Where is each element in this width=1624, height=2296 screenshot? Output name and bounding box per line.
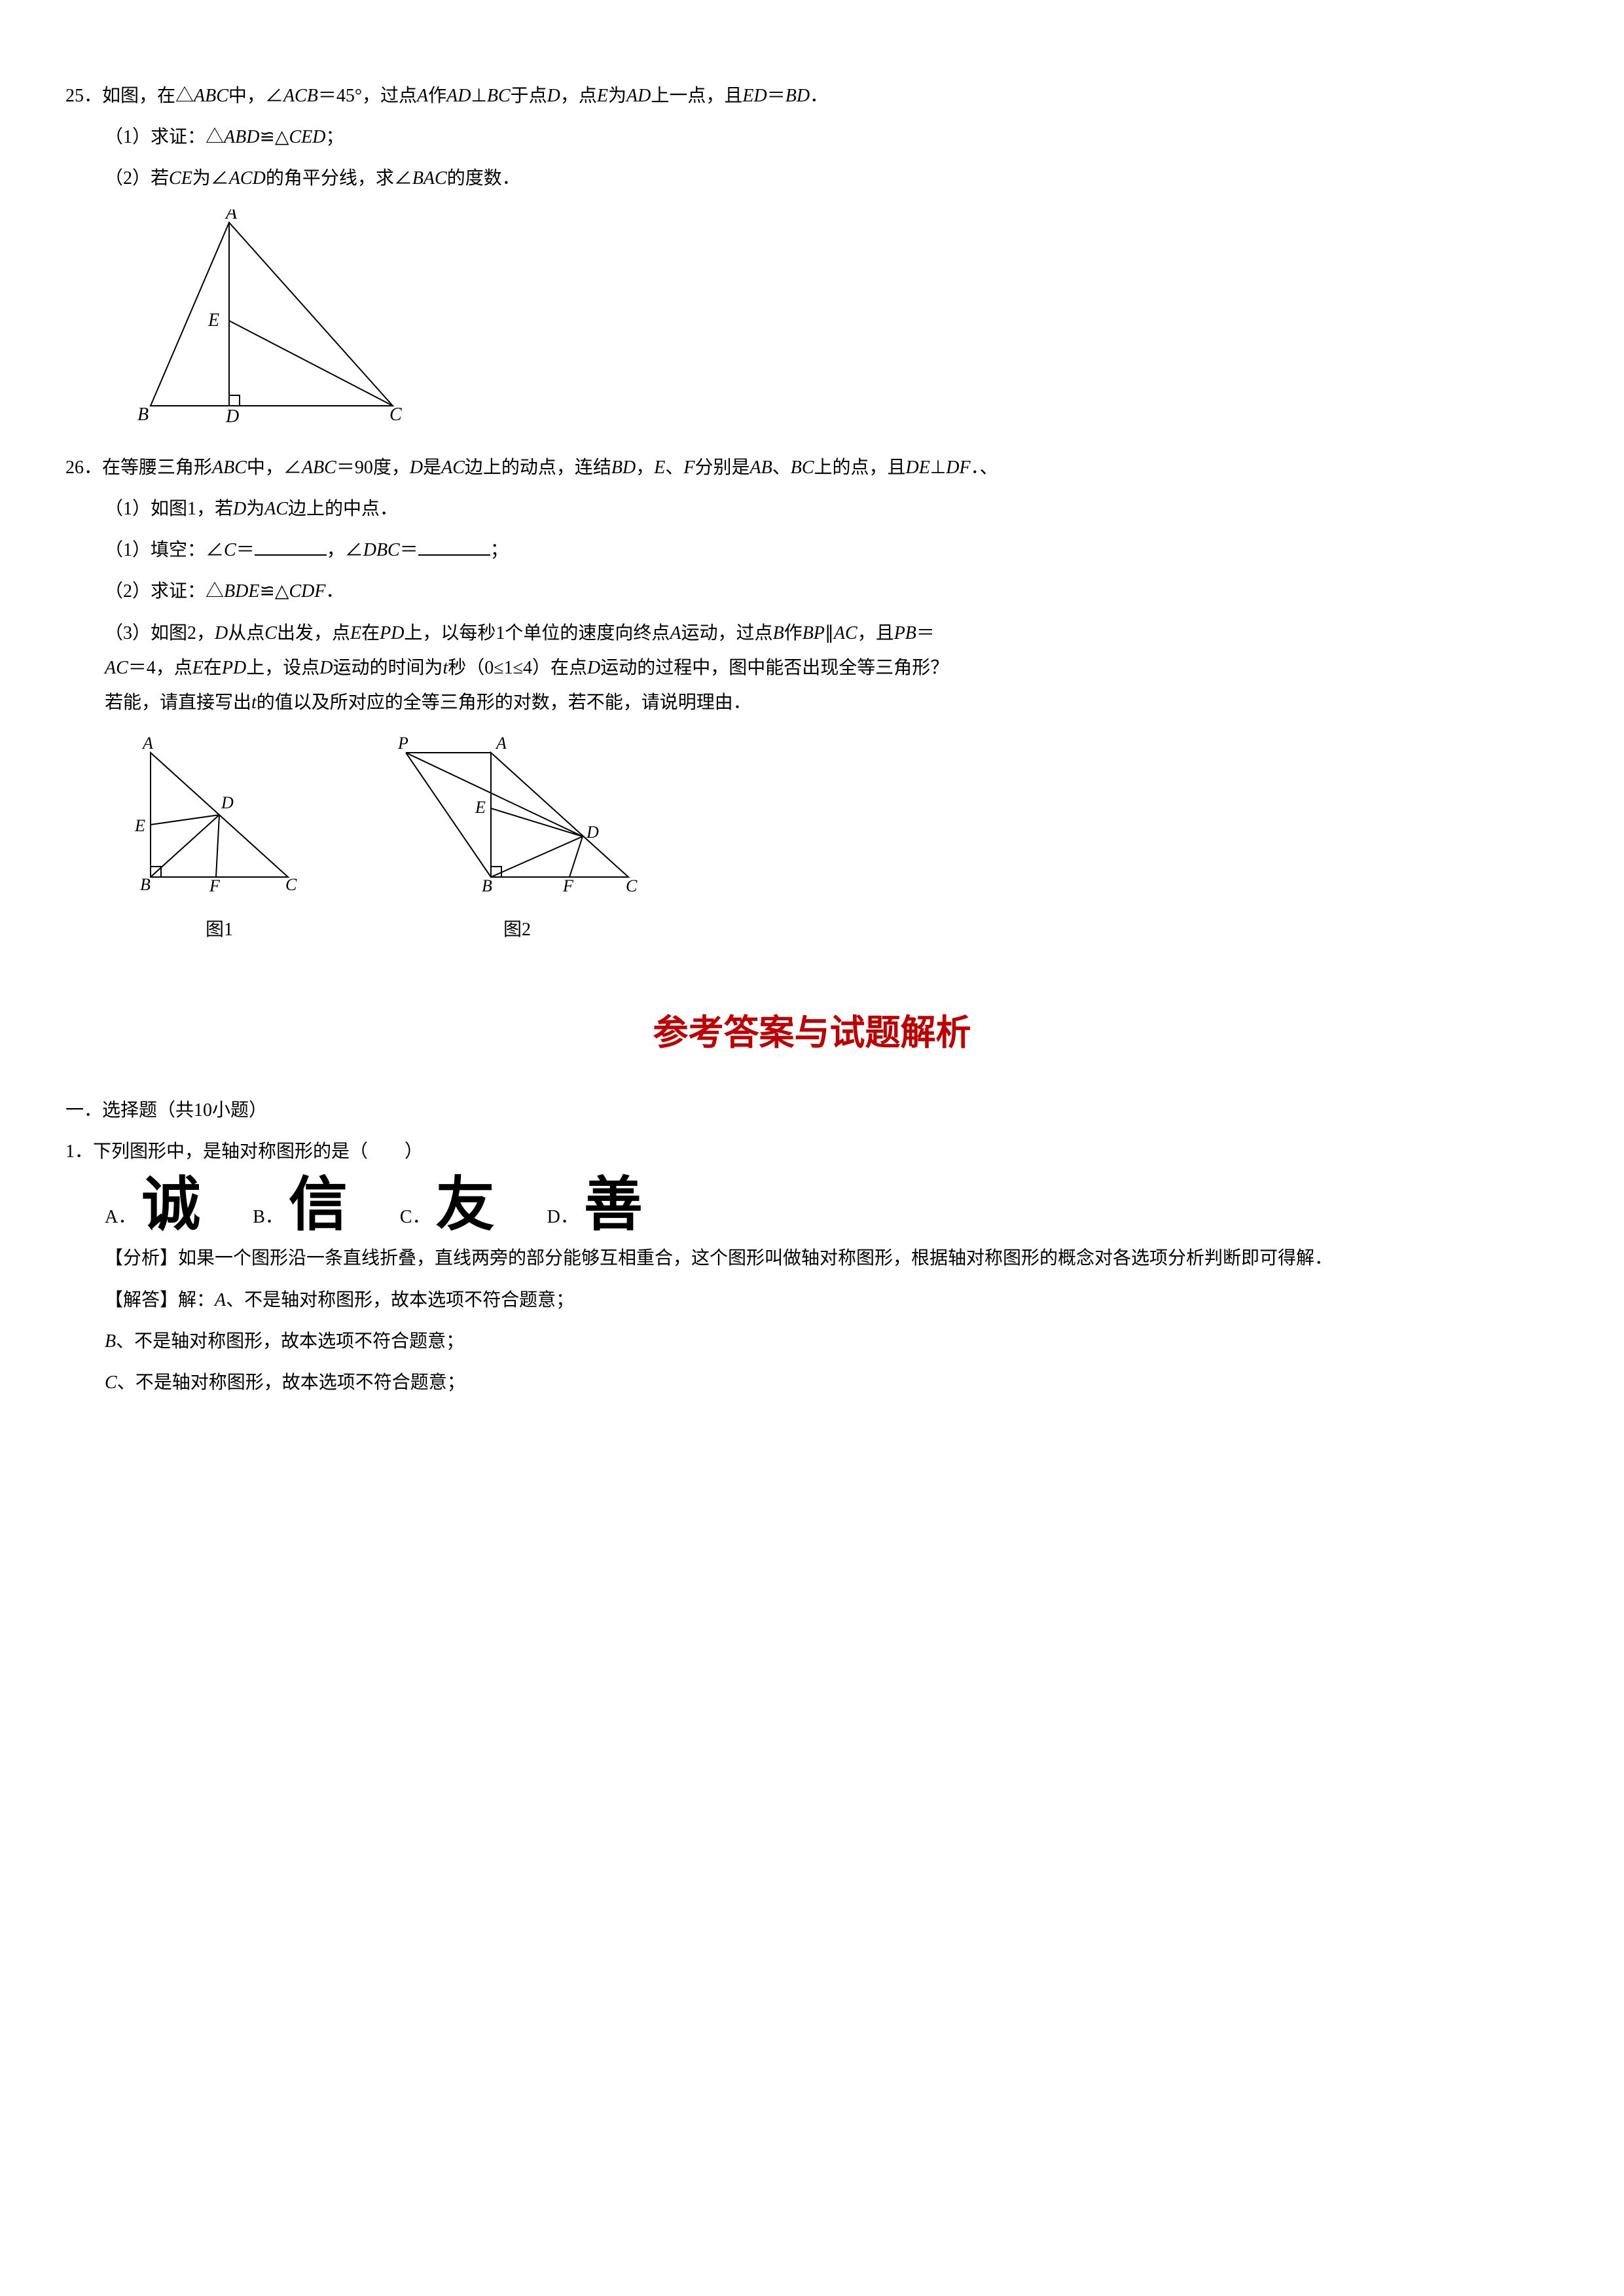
label-C: C xyxy=(389,404,402,425)
svg-text:F: F xyxy=(209,876,221,895)
q25-part2: （2）若CE为∠ACD的角平分线，求∠BAC的度数． xyxy=(105,161,1559,196)
q1-analysis: 【分析】如果一个图形沿一条直线折叠，直线两旁的部分能够互相重合，这个图形叫做轴对… xyxy=(105,1241,1559,1276)
blank-1[interactable] xyxy=(255,536,327,556)
option-A[interactable]: A．诚 xyxy=(105,1175,200,1234)
section-1: 一．选择题（共10小题） xyxy=(65,1093,1559,1128)
char-you: 友 xyxy=(436,1175,495,1234)
q1-answer-c: C、不是轴对称图形，故本选项不符合题意； xyxy=(105,1365,1559,1400)
label-E: E xyxy=(208,310,219,331)
svg-text:D: D xyxy=(586,823,599,842)
fig2-label: 图2 xyxy=(386,912,648,947)
q26-fill: （1）填空：∠C＝，∠DBC＝； xyxy=(105,533,1559,567)
q26-num: 26． xyxy=(65,457,102,478)
question-26: 26．在等腰三角形ABC中，∠ABC＝90度，D是AC边上的动点，连结BD，E、… xyxy=(65,450,1559,948)
q25-figure: A B C D E xyxy=(131,209,1559,437)
q1-answer-b: B、不是轴对称图形，故本选项不符合题意； xyxy=(105,1324,1559,1359)
svg-text:P: P xyxy=(397,734,408,753)
char-shan: 善 xyxy=(584,1175,643,1234)
option-C[interactable]: C．友 xyxy=(400,1175,495,1234)
svg-text:F: F xyxy=(562,876,574,895)
label-D: D xyxy=(225,406,239,425)
option-B[interactable]: B．信 xyxy=(253,1175,348,1234)
svg-text:C: C xyxy=(285,875,297,894)
svg-text:A: A xyxy=(141,734,153,753)
option-D[interactable]: D．善 xyxy=(547,1175,643,1234)
svg-text:B: B xyxy=(482,876,492,895)
answers-title: 参考答案与试题解析 xyxy=(65,999,1559,1067)
svg-text:B: B xyxy=(140,875,151,894)
svg-text:C: C xyxy=(626,876,638,895)
question-25: 25．如图，在△ABC中，∠ACB＝45°，过点A作AD⊥BC于点D，点E为AD… xyxy=(65,79,1559,437)
q1-options: A．诚 B．信 C．友 D．善 xyxy=(105,1175,1559,1234)
q1-stem: 下列图形中，是轴对称图形的是（ ） xyxy=(93,1141,423,1162)
q25-num: 25． xyxy=(65,86,102,106)
svg-text:A: A xyxy=(495,734,507,753)
q26-part3: （3）如图2，D从点C出发，点E在PD上，以每秒1个单位的速度向终点A运动，过点… xyxy=(105,616,1559,721)
char-cheng: 诚 xyxy=(141,1175,200,1234)
q25-part1: （1）求证：△ABD≌△CED； xyxy=(105,120,1559,154)
q26-stem: 在等腰三角形ABC中，∠ABC＝90度，D是AC边上的动点，连结BD，E、F分别… xyxy=(102,457,998,478)
svg-text:E: E xyxy=(475,798,486,817)
q26-part2: （2）求证：△BDE≌△CDF． xyxy=(105,574,1559,609)
label-A: A xyxy=(225,209,238,223)
q1-answer: 【解答】解：A、不是轴对称图形，故本选项不符合题意； xyxy=(105,1283,1559,1318)
q26-figures: A B C D E F 图1 xyxy=(131,733,1559,947)
q26-part1: （1）如图1，若D为AC边上的中点． xyxy=(105,492,1559,526)
figure-1: A B C D E F xyxy=(131,733,308,897)
figure-2: A B C D E F P xyxy=(386,733,648,897)
q1-num: 1． xyxy=(65,1141,93,1162)
question-1: 1．下列图形中，是轴对称图形的是（ ） A．诚 B．信 C．友 D．善 【分析】… xyxy=(65,1134,1559,1400)
fig1-label: 图1 xyxy=(131,912,308,947)
blank-2[interactable] xyxy=(418,536,490,556)
svg-text:E: E xyxy=(134,816,145,835)
q25-stem: 如图，在△ABC中，∠ACB＝45°，过点A作AD⊥BC于点D，点E为AD上一点… xyxy=(102,86,828,106)
svg-text:D: D xyxy=(221,793,234,812)
char-xin: 信 xyxy=(289,1175,348,1234)
label-B: B xyxy=(137,404,149,425)
